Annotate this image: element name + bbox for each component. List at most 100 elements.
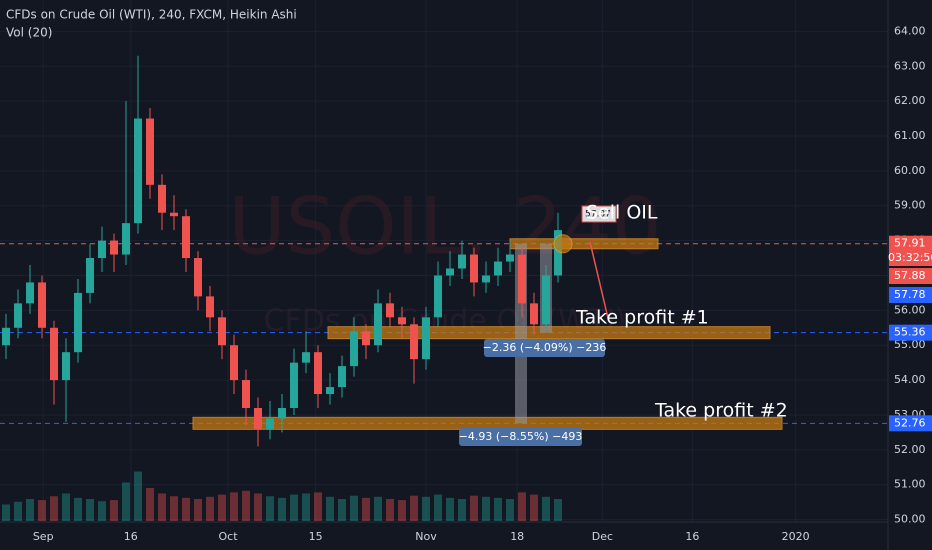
countdown-tag bbox=[889, 250, 932, 266]
volume bbox=[2, 471, 562, 521]
candle-body bbox=[194, 258, 202, 297]
volume-bar bbox=[410, 495, 418, 521]
y-tick-label: 52.00 bbox=[894, 443, 926, 456]
volume-bar bbox=[494, 497, 502, 521]
candle-body bbox=[158, 184, 166, 213]
price-tag bbox=[889, 415, 932, 432]
volume-bar bbox=[158, 493, 166, 521]
candle-body bbox=[482, 275, 490, 283]
price-tag bbox=[889, 235, 932, 252]
measure-box bbox=[459, 428, 582, 446]
volume-bar bbox=[302, 493, 310, 521]
x-tick-label: Nov bbox=[415, 530, 437, 543]
volume-bar bbox=[482, 496, 490, 521]
volume-bar bbox=[554, 499, 562, 521]
candle-body bbox=[458, 254, 466, 269]
volume-bar bbox=[530, 494, 538, 521]
candle-body bbox=[386, 303, 394, 318]
volume-bar bbox=[170, 496, 178, 521]
y-tick-label: 56.00 bbox=[894, 303, 926, 316]
candle-body bbox=[326, 387, 334, 395]
candle-body bbox=[38, 282, 46, 328]
candle-body bbox=[62, 352, 70, 381]
volume-bar bbox=[350, 495, 358, 521]
candles bbox=[2, 55, 562, 447]
annotation: Take profit #1 bbox=[575, 307, 709, 329]
candle-body bbox=[86, 258, 94, 293]
price-tag bbox=[889, 268, 932, 284]
volume-bar bbox=[398, 500, 406, 521]
candle-body bbox=[350, 331, 358, 367]
measure-label: −2.36 (−4.09%) −236 bbox=[483, 341, 607, 354]
y-tick-label: 63.00 bbox=[894, 59, 926, 72]
candle-body bbox=[2, 327, 10, 346]
annotation: Sell OIL bbox=[586, 202, 658, 224]
volume-bar bbox=[254, 493, 262, 521]
candle-body bbox=[422, 317, 430, 360]
volume-bar bbox=[266, 496, 274, 521]
x-tick-label: Oct bbox=[218, 530, 238, 543]
y-tick-label: 51.00 bbox=[894, 478, 926, 491]
volume-bar bbox=[386, 499, 394, 521]
candle-body bbox=[254, 407, 262, 429]
candle-body bbox=[518, 254, 526, 304]
volume-bar bbox=[98, 501, 106, 521]
candle-body bbox=[374, 303, 382, 346]
y-tick-label: 61.00 bbox=[894, 129, 926, 142]
price-tag-label: 57.91 bbox=[894, 237, 926, 250]
volume-bar bbox=[506, 499, 514, 521]
volume-bar bbox=[314, 492, 322, 521]
candle-body bbox=[98, 240, 106, 259]
volume-bar bbox=[50, 496, 58, 521]
candle-body bbox=[398, 317, 406, 325]
watermark: USOIL, 240 bbox=[229, 182, 662, 272]
candle-body bbox=[470, 254, 478, 283]
candle-body bbox=[290, 362, 298, 408]
grid bbox=[0, 0, 888, 522]
price-tag bbox=[889, 287, 932, 303]
volume-bar bbox=[326, 496, 334, 521]
candle-body bbox=[542, 275, 550, 325]
trend-arrow bbox=[589, 241, 609, 319]
volume-bar bbox=[194, 499, 202, 521]
price-tag bbox=[889, 324, 932, 341]
x-tick-label: Sep bbox=[33, 530, 54, 543]
candle-body bbox=[338, 366, 346, 388]
price-tag-label: 52.76 bbox=[894, 416, 926, 429]
volume-bar bbox=[182, 497, 190, 521]
volume-bar bbox=[218, 494, 226, 521]
y-tick-label: 64.00 bbox=[894, 24, 926, 37]
candle-body bbox=[494, 261, 502, 276]
y-tick-label: 55.00 bbox=[894, 338, 926, 351]
candle-body bbox=[110, 240, 118, 255]
volume-bar bbox=[434, 494, 442, 521]
target-zone bbox=[509, 238, 659, 250]
candle-body bbox=[266, 418, 274, 429]
volume-bar bbox=[38, 500, 46, 521]
volume-bar bbox=[206, 496, 214, 521]
axis: 50.0051.0052.0053.0054.0055.0056.0057.00… bbox=[33, 24, 932, 543]
candle-body bbox=[50, 327, 58, 381]
entry-marker bbox=[553, 234, 573, 254]
x-tick-label: 18 bbox=[510, 530, 524, 543]
candle-body bbox=[230, 345, 238, 381]
x-tick-label: 2020 bbox=[782, 530, 810, 543]
volume-bar bbox=[14, 501, 22, 521]
y-tick-label: 59.00 bbox=[894, 199, 926, 212]
y-tick-label: 62.00 bbox=[894, 94, 926, 107]
volume-bar bbox=[290, 494, 298, 521]
volume-bar bbox=[542, 496, 550, 521]
candle-body bbox=[206, 296, 214, 318]
candle-body bbox=[302, 352, 310, 363]
countdown: 03:32:56 bbox=[888, 251, 932, 264]
volume-bar bbox=[422, 496, 430, 521]
price-tag-label: 57.78 bbox=[894, 288, 926, 301]
volume-bar bbox=[446, 497, 454, 521]
volume-bar bbox=[362, 497, 370, 521]
volume-bar bbox=[74, 497, 82, 521]
volume-bar bbox=[26, 499, 34, 521]
x-tick-label: Dec bbox=[592, 530, 613, 543]
volume-bar bbox=[230, 492, 238, 521]
entry-box bbox=[581, 205, 617, 223]
volume-bar bbox=[470, 495, 478, 521]
